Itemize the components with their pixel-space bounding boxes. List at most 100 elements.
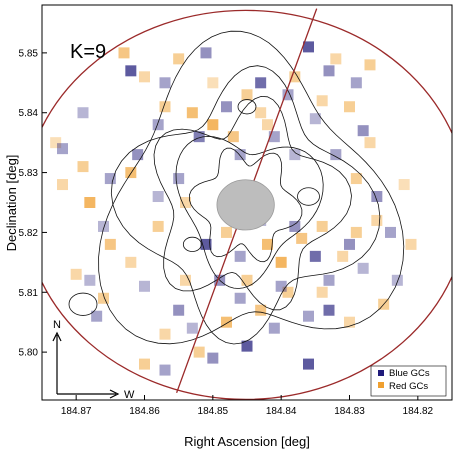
x-tick-label: 184.85 bbox=[198, 406, 229, 417]
red-gc-cell bbox=[207, 77, 219, 89]
panel-label: K=9 bbox=[70, 41, 106, 63]
red-gc-cell bbox=[330, 53, 342, 65]
red-gc-cell bbox=[152, 220, 164, 232]
blue-gc-cell bbox=[207, 352, 219, 364]
blue-gc-cell bbox=[344, 238, 355, 250]
red-gc-cell bbox=[364, 59, 376, 71]
blue-gc-cell bbox=[323, 274, 335, 286]
red-gc-cell bbox=[125, 167, 137, 179]
blue-gc-cell bbox=[357, 262, 369, 274]
red-gc-cell bbox=[350, 226, 362, 238]
red-gc-cell bbox=[57, 179, 68, 191]
red-gc-cell bbox=[316, 220, 328, 232]
blue-gc-cell bbox=[234, 149, 246, 161]
y-tick-label: 5.85 bbox=[19, 48, 39, 59]
density-cells bbox=[50, 41, 417, 376]
x-axis-title: Right Ascension [deg] bbox=[184, 434, 310, 449]
red-gc-cell bbox=[104, 238, 116, 250]
blue-gc-cell bbox=[173, 304, 185, 316]
red-gc-cell bbox=[296, 232, 308, 244]
legend-blue-swatch bbox=[378, 370, 384, 376]
blue-gc-cell bbox=[303, 41, 314, 53]
red-gc-cell bbox=[125, 256, 137, 268]
red-gc-cell bbox=[262, 238, 273, 250]
red-gc-cell bbox=[193, 346, 205, 358]
blue-gc-cell bbox=[200, 47, 212, 59]
blue-gc-cell bbox=[104, 173, 116, 185]
red-gc-cell bbox=[77, 161, 89, 173]
blue-gc-cell bbox=[159, 364, 171, 376]
blue-gc-cell bbox=[385, 226, 396, 238]
red-gc-cell bbox=[364, 137, 376, 149]
red-gc-cell bbox=[84, 197, 96, 208]
red-gc-cell bbox=[139, 358, 150, 370]
blue-gc-cell bbox=[241, 340, 253, 352]
blue-gc-cell bbox=[309, 113, 321, 125]
red-gc-cell bbox=[241, 274, 253, 286]
blue-gc-cell bbox=[139, 280, 150, 292]
overlays bbox=[42, 8, 452, 400]
blue-gc-cell bbox=[77, 107, 89, 119]
red-gc-cell bbox=[207, 119, 219, 131]
blue-gc-cell bbox=[234, 292, 246, 304]
blue-gc-cell bbox=[289, 149, 301, 161]
blue-gc-cell bbox=[289, 220, 301, 232]
y-tick-label: 5.84 bbox=[19, 108, 39, 119]
blue-gc-cell bbox=[57, 143, 68, 155]
red-gc-cell bbox=[344, 316, 355, 328]
plot-frame bbox=[41, 4, 453, 401]
red-gc-cell bbox=[98, 292, 109, 304]
red-gc-cell bbox=[316, 286, 328, 298]
blue-gc-cell bbox=[152, 191, 164, 203]
red-gc-cell bbox=[180, 274, 191, 286]
red-gc-cell bbox=[255, 304, 267, 316]
blue-gc-cell bbox=[323, 304, 335, 316]
x-tick-label: 184.86 bbox=[129, 406, 160, 417]
blue-gc-cell bbox=[371, 191, 383, 203]
legend-red-label: Red GCs bbox=[389, 381, 428, 392]
blue-gc-cell bbox=[173, 173, 185, 185]
y-axis-title: Declination [deg] bbox=[4, 155, 19, 252]
blue-gc-cell bbox=[132, 149, 144, 161]
legend-blue-label: Blue GCs bbox=[389, 368, 430, 379]
red-gc-cell bbox=[316, 95, 328, 107]
x-tick-label: 184.83 bbox=[334, 406, 365, 417]
blue-gc-cell bbox=[200, 238, 212, 250]
blue-gc-cell bbox=[391, 274, 403, 286]
y-tick-label: 5.80 bbox=[19, 348, 39, 359]
red-gc-cell bbox=[186, 107, 198, 119]
red-gc-cell bbox=[405, 238, 417, 250]
blue-gc-cell bbox=[91, 310, 103, 322]
blue-gc-cell bbox=[303, 358, 314, 370]
outer-region-circle bbox=[42, 9, 452, 400]
blue-gc-cell bbox=[234, 250, 246, 262]
blue-gc-cell bbox=[98, 220, 109, 232]
red-gc-cell bbox=[173, 53, 185, 65]
blue-gc-cell bbox=[275, 280, 287, 292]
density-contour bbox=[175, 135, 324, 289]
blue-gc-cell bbox=[303, 310, 314, 322]
compass-west-arrowhead bbox=[109, 389, 120, 399]
red-gc-cell bbox=[180, 197, 191, 208]
blue-gc-cell bbox=[186, 322, 198, 334]
red-gc-cell bbox=[70, 268, 82, 280]
density-contour bbox=[153, 95, 352, 311]
y-tick-label: 5.82 bbox=[19, 228, 39, 239]
y-tick-label: 5.83 bbox=[19, 168, 39, 179]
blue-gc-cell bbox=[193, 131, 205, 143]
blue-gc-cell bbox=[152, 119, 164, 131]
blue-gc-cell bbox=[84, 274, 96, 286]
red-gc-cell bbox=[262, 119, 273, 131]
red-gc-cell bbox=[50, 137, 62, 149]
masked-center-disk bbox=[216, 179, 275, 231]
density-contour bbox=[68, 292, 98, 316]
red-gc-cell bbox=[241, 89, 253, 101]
red-gc-cell bbox=[337, 250, 349, 262]
blue-gc-cell bbox=[309, 250, 321, 262]
density-contour bbox=[182, 236, 202, 252]
blue-gc-cell bbox=[221, 101, 232, 113]
red-gc-cell bbox=[139, 71, 150, 83]
red-gc-cell bbox=[159, 101, 171, 113]
blue-gc-cell bbox=[323, 65, 335, 77]
